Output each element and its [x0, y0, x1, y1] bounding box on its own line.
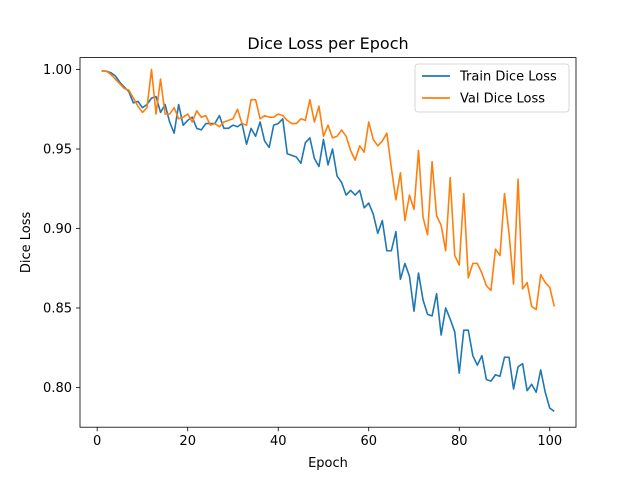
- val-dice-loss-line: [101, 68, 556, 311]
- legend: Train Dice Loss Val Dice Loss: [414, 63, 570, 113]
- x-tick-label: 60: [360, 434, 377, 449]
- y-tick-label: 0.95: [43, 143, 72, 158]
- y-axis-ticks: 0.80 0.85 0.90 0.95 1.00: [43, 63, 80, 396]
- chart-title: Dice Loss per Epoch: [247, 34, 408, 53]
- plot-frame: [79, 57, 577, 428]
- legend-label-val: Val Dice Loss: [460, 92, 545, 107]
- x-tick-label: 40: [270, 434, 287, 449]
- y-tick-label: 0.80: [43, 381, 72, 396]
- x-tick-label: 100: [537, 434, 562, 449]
- x-tick-label: 80: [451, 434, 468, 449]
- legend-box: [414, 63, 570, 113]
- y-axis-label: Dice Loss: [19, 211, 34, 273]
- x-tick-label: 20: [179, 434, 196, 449]
- y-tick-label: 1.00: [43, 63, 72, 78]
- y-tick-label: 0.85: [43, 301, 72, 316]
- y-tick-label: 0.90: [43, 222, 72, 237]
- x-axis-label: Epoch: [308, 456, 348, 471]
- x-tick-label: 0: [93, 434, 101, 449]
- x-axis-ticks: 0 20 40 60 80 100: [93, 427, 562, 449]
- series-layer: [101, 68, 556, 412]
- legend-label-train: Train Dice Loss: [459, 70, 557, 85]
- plot-area: [80, 57, 576, 428]
